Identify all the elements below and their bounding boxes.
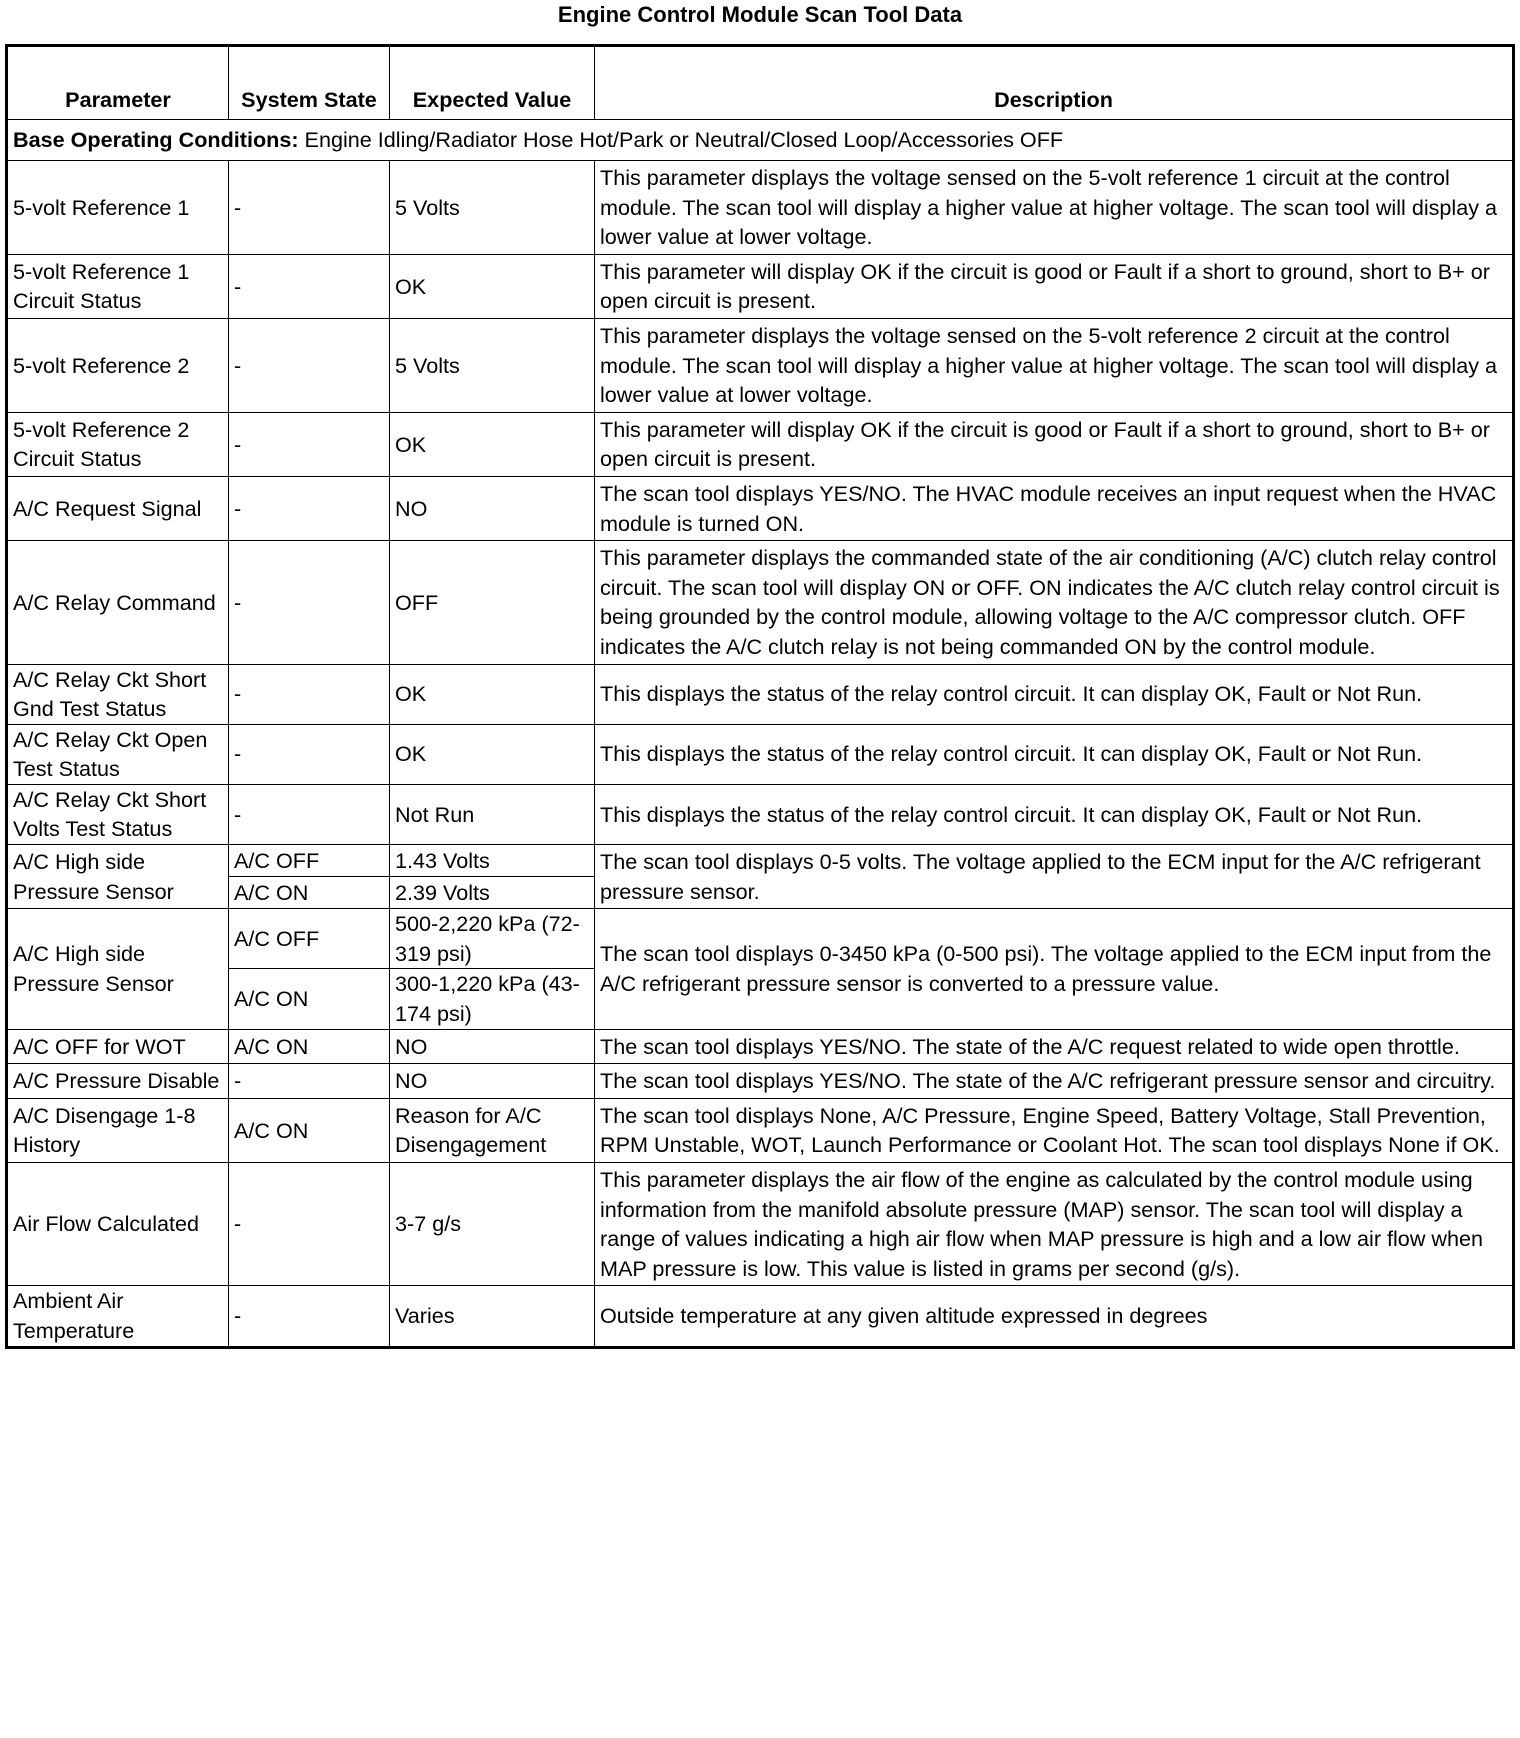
expected-value-cell: NO: [389, 1028, 595, 1065]
description-cell: The scan tool displays YES/NO. The state…: [594, 1028, 1514, 1065]
header-expected-value: Expected Value: [389, 45, 595, 120]
table-subrow: A/C ON 300-1,220 kPa (43-174 psi): [7, 968, 1514, 1030]
description-cell: This parameter displays the commanded st…: [594, 540, 1514, 665]
expected-value-cell: OK: [389, 663, 595, 725]
table-row: Air Flow Calculated -3-7 g/s This paramete…: [6, 1161, 1514, 1287]
system-state-cell: -: [228, 160, 390, 255]
expected-value-cell: 3-7 g/s: [389, 1161, 595, 1287]
description-cell: The scan tool displays 0-3450 kPa (0-500…: [594, 908, 1514, 1030]
header-parameter: Parameter: [6, 45, 229, 120]
table-row: Ambient Air Temperature - Varies Outside te…: [6, 1285, 1514, 1348]
description-cell: This displays the status of the relay co…: [594, 723, 1514, 785]
expected-value-cell: 2.39 Volts: [389, 876, 595, 910]
parameter-cell: 5-volt Reference 2 Circuit Status: [6, 411, 229, 477]
scan-tool-data-table: Parameter System State Expected Value De…: [5, 44, 1515, 1349]
table-row: 5-volt Reference 1-5 Volts This parameter…: [6, 160, 1514, 255]
description-cell: This parameter displays the air flow of …: [594, 1161, 1514, 1287]
table-row: 5-volt Reference 1 Circuit Status - OK This…: [6, 253, 1514, 319]
parameter-cell: A/C Relay Command: [6, 540, 229, 665]
description-cell: This displays the status of the relay co…: [594, 783, 1514, 846]
table-row: 5-volt Reference 2 Circuit Status - OK This…: [6, 411, 1514, 477]
description-cell: This parameter displays the voltage sens…: [594, 160, 1514, 255]
system-state-cell: A/C ON: [228, 968, 390, 1030]
system-state-cell: A/C ON: [228, 1097, 390, 1164]
parameter-cell: A/C OFF for WOT: [6, 1028, 229, 1065]
expected-value-cell: OK: [389, 253, 595, 319]
expected-value-cell: OFF: [389, 540, 595, 665]
table-subrow: A/C ON 2.39 Volts: [7, 876, 1514, 910]
table-row: A/C OFF for WOT A/C ON NO The scan tool dis…: [6, 1028, 1514, 1065]
description-cell: The scan tool displays YES/NO. The state…: [594, 1063, 1514, 1099]
description-cell: This parameter will display OK if the ci…: [594, 411, 1514, 477]
table-row: A/C Disengage 1-8 History A/C ON Reason fo…: [6, 1097, 1514, 1164]
table-row: A/C Pressure Disable - NO The scan tool dis…: [6, 1063, 1514, 1099]
parameter-cell: A/C High side Pressure Sensor: [6, 844, 229, 910]
table-row: A/C Relay Ckt Short Volts Test Status - No…: [6, 783, 1514, 846]
document-title: Engine Control Module Scan Tool Data: [557, 2, 963, 27]
table-row: A/C Request Signal - NO The scan tool displ…: [6, 475, 1514, 542]
expected-value-cell: 5 Volts: [389, 317, 595, 413]
table-row: A/C High side Pressure Sensor A/C OFF 1.43…: [6, 844, 1514, 910]
system-state-cell: -: [228, 411, 390, 477]
system-state-cell: -: [228, 475, 390, 542]
description-cell: The scan tool displays 0-5 volts. The vo…: [594, 844, 1514, 910]
parameter-cell: A/C High side Pressure Sensor: [6, 908, 229, 1030]
description-cell: Outside temperature at any given altitud…: [594, 1285, 1514, 1348]
system-state-cell: -: [228, 253, 390, 319]
base-conditions-label: Base Operating Conditions:: [13, 127, 299, 153]
base-conditions-row: Base Operating Conditions: Engine Idling…: [6, 119, 1514, 161]
system-state-cell: -: [228, 783, 390, 846]
expected-value-cell: NO: [389, 1063, 595, 1099]
system-state-cell: A/C OFF: [228, 844, 390, 878]
expected-value-cell: Reason for A/C Disengagement: [389, 1097, 595, 1164]
parameter-cell: 5-volt Reference 1: [6, 160, 229, 255]
description-cell: This displays the status of the relay co…: [594, 663, 1514, 725]
expected-value-cell: NO: [389, 475, 595, 542]
parameter-cell: A/C Request Signal: [6, 475, 229, 542]
base-conditions: Base Operating Conditions: Engine Idling…: [6, 119, 1514, 161]
parameter-cell: Air Flow Calculated: [6, 1161, 229, 1287]
header-row: Parameter System State Expected Value De…: [6, 45, 1514, 120]
table-row: A/C Relay Ckt Short Gnd Test Status - OK Th…: [6, 663, 1514, 725]
header-system-state: System State: [228, 45, 390, 120]
expected-value-cell: Not Run: [389, 783, 595, 846]
parameter-cell: 5-volt Reference 1 Circuit Status: [6, 253, 229, 319]
system-state-cell: -: [228, 540, 390, 665]
description-cell: This parameter will display OK if the ci…: [594, 253, 1514, 319]
table-row: A/C Relay Ckt Open Test Status - OK This di…: [6, 723, 1514, 785]
expected-value-cell: Varies: [389, 1285, 595, 1348]
description-cell: This parameter displays the voltage sens…: [594, 317, 1514, 413]
table-row: A/C Relay Command - OFF This parameter disp…: [6, 540, 1514, 665]
parameter-cell: Ambient Air Temperature: [6, 1285, 229, 1348]
header-description: Description: [594, 45, 1514, 120]
parameter-cell: A/C Relay Ckt Open Test Status: [6, 723, 229, 785]
parameter-cell: A/C Pressure Disable: [6, 1063, 229, 1099]
system-state-cell: A/C ON: [228, 1028, 390, 1065]
description-cell: The scan tool displays YES/NO. The HVAC …: [594, 475, 1514, 542]
expected-value-cell: 500-2,220 kPa (72-319 psi): [389, 908, 595, 970]
parameter-cell: A/C Relay Ckt Short Gnd Test Status: [6, 663, 229, 725]
system-state-cell: A/C OFF: [228, 908, 390, 970]
expected-value-cell: OK: [389, 411, 595, 477]
description-cell: The scan tool displays None, A/C Pressur…: [594, 1097, 1514, 1164]
parameter-cell: A/C Disengage 1-8 History: [6, 1097, 229, 1164]
table-row: 5-volt Reference 2-5 Volts This parameter…: [6, 317, 1514, 413]
system-state-cell: -: [228, 1285, 390, 1348]
expected-value-cell: OK: [389, 723, 595, 785]
system-state-cell: -: [228, 317, 390, 413]
base-conditions-text: Engine Idling/Radiator Hose Hot/Park or …: [298, 127, 1064, 153]
parameter-cell: A/C Relay Ckt Short Volts Test Status: [6, 783, 229, 846]
expected-value-cell: 5 Volts: [389, 160, 595, 255]
system-state-cell: -: [228, 1063, 390, 1099]
expected-value-cell: 300-1,220 kPa (43-174 psi): [389, 968, 595, 1030]
expected-value-cell: 1.43 Volts: [389, 844, 595, 878]
parameter-cell: 5-volt Reference 2: [6, 317, 229, 413]
table-row: A/C High side Pressure Sensor A/C OFF 500-…: [6, 908, 1514, 1030]
system-state-cell: -: [228, 663, 390, 725]
system-state-cell: -: [228, 723, 390, 785]
system-state-cell: -: [228, 1161, 390, 1287]
system-state-cell: A/C ON: [228, 876, 390, 910]
